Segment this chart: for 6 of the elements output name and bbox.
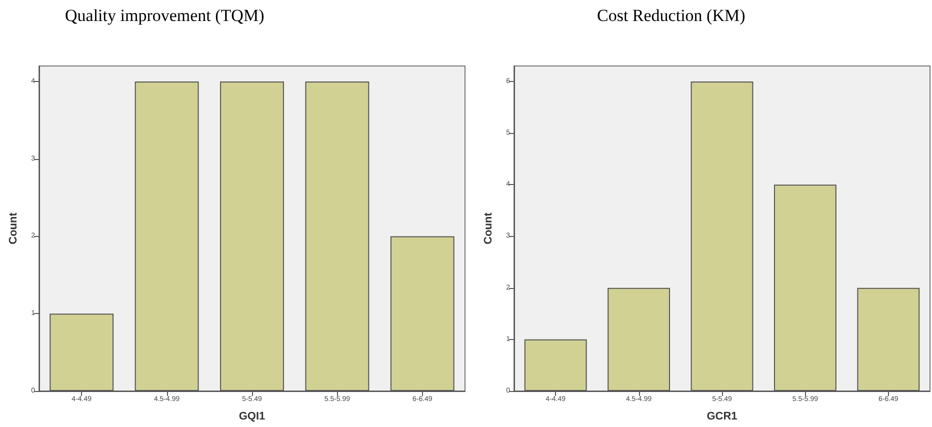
x-axis-title: GCR1 [706, 410, 738, 422]
y-axis-title: Count [8, 212, 20, 244]
y-axis-title: Count [482, 212, 494, 244]
x-axis-title: GQI1 [238, 410, 266, 422]
chart-title: Quality improvement (TQM) [65, 6, 264, 25]
chart-title: Cost Reduction (KM) [597, 6, 746, 25]
